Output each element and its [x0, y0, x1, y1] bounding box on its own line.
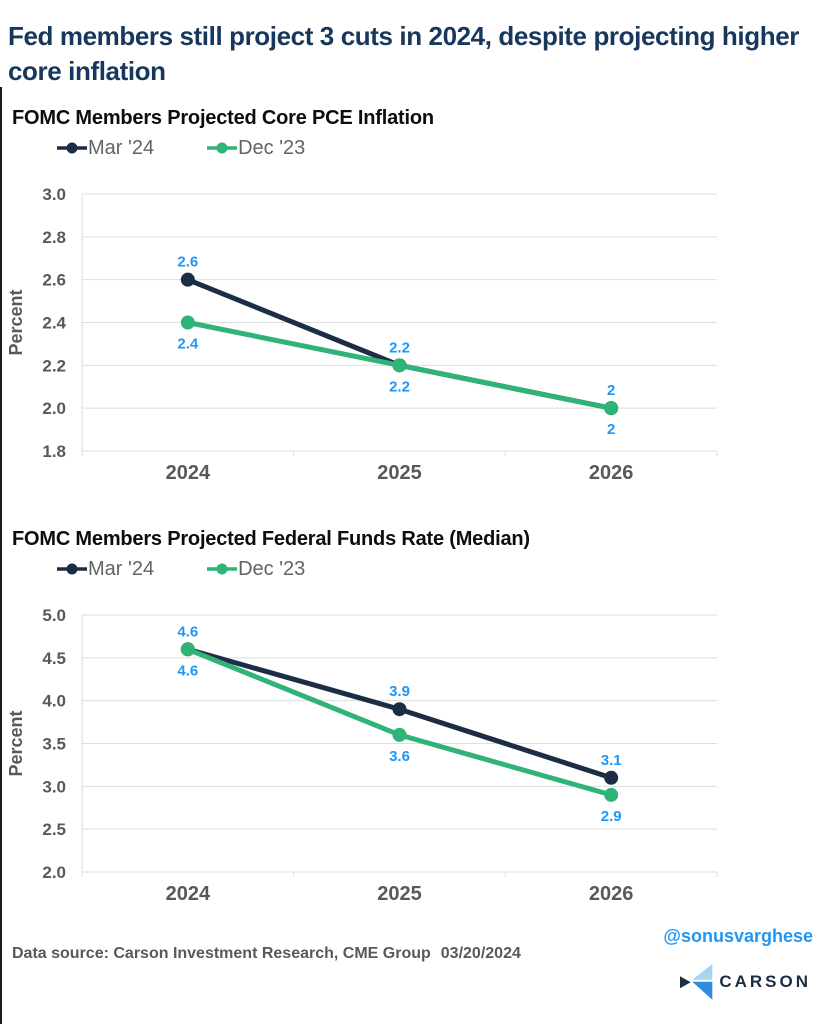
- y-tick-label: 2.0: [42, 863, 66, 882]
- data-point-label: 2: [607, 382, 615, 399]
- legend-item-mar24: Mar '24: [57, 558, 154, 581]
- data-point-label: 4.6: [177, 623, 198, 640]
- line-dot-marker-icon: [57, 563, 87, 575]
- data-point-label: 3.1: [601, 752, 622, 769]
- y-axis-title: Percent: [6, 710, 26, 776]
- x-category-label: 2024: [166, 883, 211, 905]
- left-edge-line: [0, 87, 2, 1024]
- data-source-line: Data source: Carson Investment Research,…: [12, 945, 521, 963]
- data-source-text: Data source: Carson Investment Research,…: [12, 945, 431, 962]
- data-point: [180, 315, 195, 330]
- line-dot-marker-icon: [57, 142, 87, 154]
- data-point-label: 2.2: [389, 378, 410, 395]
- carson-logo-text: CARSON: [719, 972, 811, 991]
- line-dot-marker-icon: [207, 563, 238, 575]
- data-point-label: 4.6: [177, 662, 198, 679]
- chart1-legend: Mar '24 Dec '23: [57, 137, 305, 159]
- data-point: [604, 770, 619, 785]
- y-tick-label: 3.0: [42, 185, 66, 204]
- data-point-label: 2.2: [389, 339, 410, 356]
- y-tick-label: 2.5: [42, 820, 66, 839]
- data-point-label: 2.4: [177, 336, 199, 353]
- legend-label-dec23: Dec '23: [238, 136, 306, 159]
- carson-logo: CARSON: [680, 964, 811, 1000]
- x-category-label: 2025: [377, 462, 422, 484]
- data-point-label: 3.6: [389, 748, 410, 765]
- legend-label-dec23: Dec '23: [238, 557, 306, 580]
- carson-logo-icon: [680, 964, 713, 1000]
- legend-label-mar24: Mar '24: [88, 136, 155, 159]
- data-point: [392, 358, 407, 373]
- data-point: [392, 727, 407, 742]
- fed-funds-rate-chart: 5.0 4.5 4.0 3.5 3.0 2.5 2.0 Percent 2024 2025 2026…: [6, 606, 718, 905]
- y-tick-label: 1.8: [42, 442, 66, 461]
- x-category-label: 2026: [589, 883, 634, 905]
- x-category-label: 2026: [589, 462, 634, 484]
- legend-item-mar24: Mar '24: [57, 137, 154, 160]
- data-point: [604, 401, 619, 416]
- line-dot-marker-icon: [207, 142, 238, 154]
- data-point-label: 2: [607, 421, 615, 438]
- data-point-label: 2.6: [177, 254, 198, 271]
- y-tick-label: 2.8: [42, 228, 66, 247]
- y-tick-label: 2.0: [42, 399, 66, 418]
- y-tick-label: 3.5: [42, 735, 66, 754]
- data-point: [604, 787, 619, 802]
- y-tick-label: 4.5: [42, 649, 66, 668]
- y-axis-title: Percent: [6, 289, 26, 355]
- series-line: [185, 646, 614, 798]
- legend-item-dec23: Dec '23: [207, 137, 305, 160]
- data-point: [180, 642, 195, 657]
- chart2-legend: Mar '24 Dec '23: [57, 558, 305, 580]
- y-tick-label: 5.0: [42, 606, 66, 625]
- page-title: Fed members still project 3 cuts in 2024…: [8, 21, 799, 86]
- chart1-section-title: FOMC Members Projected Core PCE Inflatio…: [12, 106, 434, 129]
- data-point-label: 2.9: [601, 808, 622, 825]
- y-tick-label: 4.0: [42, 692, 66, 711]
- x-category-label: 2025: [377, 883, 422, 905]
- chart2-section-title: FOMC Members Projected Federal Funds Rat…: [12, 527, 530, 550]
- y-tick-label: 2.2: [42, 356, 66, 375]
- x-category-label: 2024: [166, 462, 211, 484]
- legend-item-dec23: Dec '23: [207, 558, 305, 581]
- source-date: 03/20/2024: [440, 945, 521, 962]
- data-point: [392, 702, 407, 717]
- y-tick-label: 3.0: [42, 777, 66, 796]
- pce-inflation-chart: 3.0 2.8 2.6 2.4 2.2 2.0 1.8 Percent 2024 2025 2026…: [6, 185, 718, 484]
- data-point: [180, 272, 195, 287]
- twitter-handle-link[interactable]: @sonusvarghese: [663, 926, 813, 946]
- legend-label-mar24: Mar '24: [88, 557, 155, 580]
- y-tick-label: 2.6: [42, 271, 66, 290]
- y-tick-label: 2.4: [42, 314, 66, 333]
- data-point-label: 3.9: [389, 683, 410, 700]
